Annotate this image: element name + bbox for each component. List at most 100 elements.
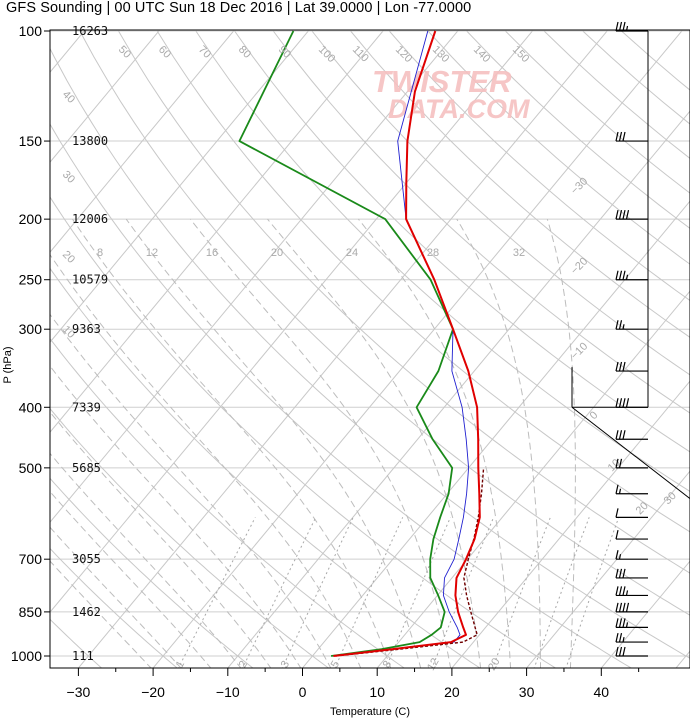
pressure-tick-label: 400 [19, 399, 43, 415]
temperature-tick-label: 10 [369, 684, 385, 700]
x-axis-label: Temperature (C) [330, 706, 410, 718]
dry-adiabat-label: 40 [60, 89, 77, 106]
isotherm [50, 30, 385, 433]
dry-adiabat-label: 140 [471, 44, 492, 65]
isotherm [227, 110, 690, 668]
dry-adiabat-label: 150 [510, 44, 531, 65]
wind-barb-flag [615, 568, 619, 579]
wind-barb-half [625, 622, 629, 628]
isotherm [600, 560, 690, 668]
wind-barb-flag [618, 210, 623, 220]
pressure-tick-label: 850 [19, 604, 43, 620]
mixing-ratio-label: 20 [486, 656, 503, 673]
dewpoint-line [238, 30, 454, 657]
wind-barb-flag [618, 430, 623, 440]
dry-adiabat [350, 30, 690, 339]
moist-adiabat [50, 253, 362, 668]
dry-adiabat [621, 30, 690, 91]
height-label: 5685 [72, 461, 101, 475]
mixing-ratio-label: 5 [329, 659, 342, 670]
wind-barb-half [618, 488, 622, 494]
dry-adiabat [118, 30, 690, 574]
height-label: 9363 [72, 322, 101, 336]
dry-adiabat [195, 30, 690, 493]
wind-barb-half [622, 636, 625, 643]
axis-labels: 50 60 70 80 90 100 110 120 130 140 15040302010−30−… [11, 23, 679, 700]
wind-barb-flag [622, 602, 626, 613]
pressure-tick-label: 1000 [11, 648, 42, 664]
wind-barb-flag [615, 529, 619, 540]
temperature-tick-label: 20 [444, 684, 460, 700]
mixing-ratio-line [565, 517, 620, 668]
wind-barb-flag [622, 646, 626, 657]
temperature-tick-label: 0 [299, 684, 307, 700]
isotherm [50, 30, 86, 73]
wind-barb-flag [615, 458, 619, 468]
wind-barb-flag [622, 430, 626, 440]
wind-barb-flag [618, 398, 623, 408]
wind-barb-half [622, 324, 625, 330]
wind-barb-flag [615, 508, 619, 518]
y-axis-label: P (hPa) [2, 346, 14, 383]
wind-barb-half [625, 590, 629, 596]
wind-barb-flag [618, 618, 623, 628]
pressure-tick-label: 150 [19, 133, 43, 149]
isotherm [451, 380, 690, 668]
mixing-ratio-line [281, 517, 354, 668]
isotherm [301, 200, 690, 668]
watermark-line1: TWISTER [372, 64, 512, 99]
dry-adiabat [50, 407, 330, 668]
dry-adiabat [50, 267, 481, 668]
height-label: 13800 [72, 134, 108, 148]
wind-barb-flag [622, 361, 626, 372]
dry-adiabat-label: 130 [430, 44, 451, 65]
mixing-ratio-label: 3 [279, 659, 292, 670]
wind-barb-flag [615, 484, 619, 494]
dry-adiabat-label: 100 [316, 44, 337, 65]
mixing-ratio-label: 8 [97, 247, 103, 259]
wind-barb-flag [622, 131, 626, 142]
mixing-ratio-label: 12 [146, 247, 158, 259]
wind-barb-flag [625, 398, 630, 408]
watermark-logo: TWISTER DATA.COM [372, 64, 530, 124]
isotherm-label: 20 [634, 500, 651, 517]
chart-title: GFS Sounding | 00 UTC Sun 18 Dec 2016 | … [6, 0, 472, 16]
mixing-ratio-label: 8 [381, 659, 394, 670]
dry-adiabat [50, 196, 557, 668]
wind-barb-flag [615, 602, 619, 613]
height-label: 10579 [72, 273, 108, 287]
dry-adiabat [50, 337, 406, 668]
height-label: 16263 [72, 24, 108, 38]
mixing-ratio-line [177, 517, 256, 668]
isotherm [376, 290, 690, 668]
dry-adiabat [50, 47, 690, 659]
wind-barb-flag [625, 602, 630, 613]
dry-adiabat [388, 30, 690, 302]
dry-adiabat-label: 110 [350, 44, 371, 65]
moist-adiabat [50, 526, 182, 668]
wind-barb-flag [622, 568, 626, 579]
wind-barb-flag [618, 458, 623, 468]
dry-adiabat [50, 547, 178, 668]
isotherm [675, 650, 690, 668]
wind-barb-flag [615, 270, 619, 280]
dry-adiabat-label: 50 [116, 44, 133, 61]
wind-barb-flag [615, 320, 619, 330]
moist-adiabat [50, 490, 212, 668]
dry-adiabat-label: 30 [60, 169, 77, 186]
isotherm [50, 30, 534, 613]
dry-adiabat [505, 30, 690, 194]
height-label: 111 [72, 649, 94, 663]
isotherm [77, 30, 609, 668]
wind-barb-flag [618, 632, 623, 643]
wind-barb-flag [615, 632, 619, 643]
pressure-tick-label: 500 [19, 460, 43, 476]
dry-adiabat [50, 477, 254, 668]
mixing-ratio-label: 1 [174, 659, 187, 670]
wind-barb-flag [618, 361, 623, 372]
wind-barb-flag [615, 586, 619, 596]
height-label: 1462 [72, 605, 101, 619]
dry-adiabat [156, 30, 690, 533]
wind-barb-flag [615, 550, 619, 560]
